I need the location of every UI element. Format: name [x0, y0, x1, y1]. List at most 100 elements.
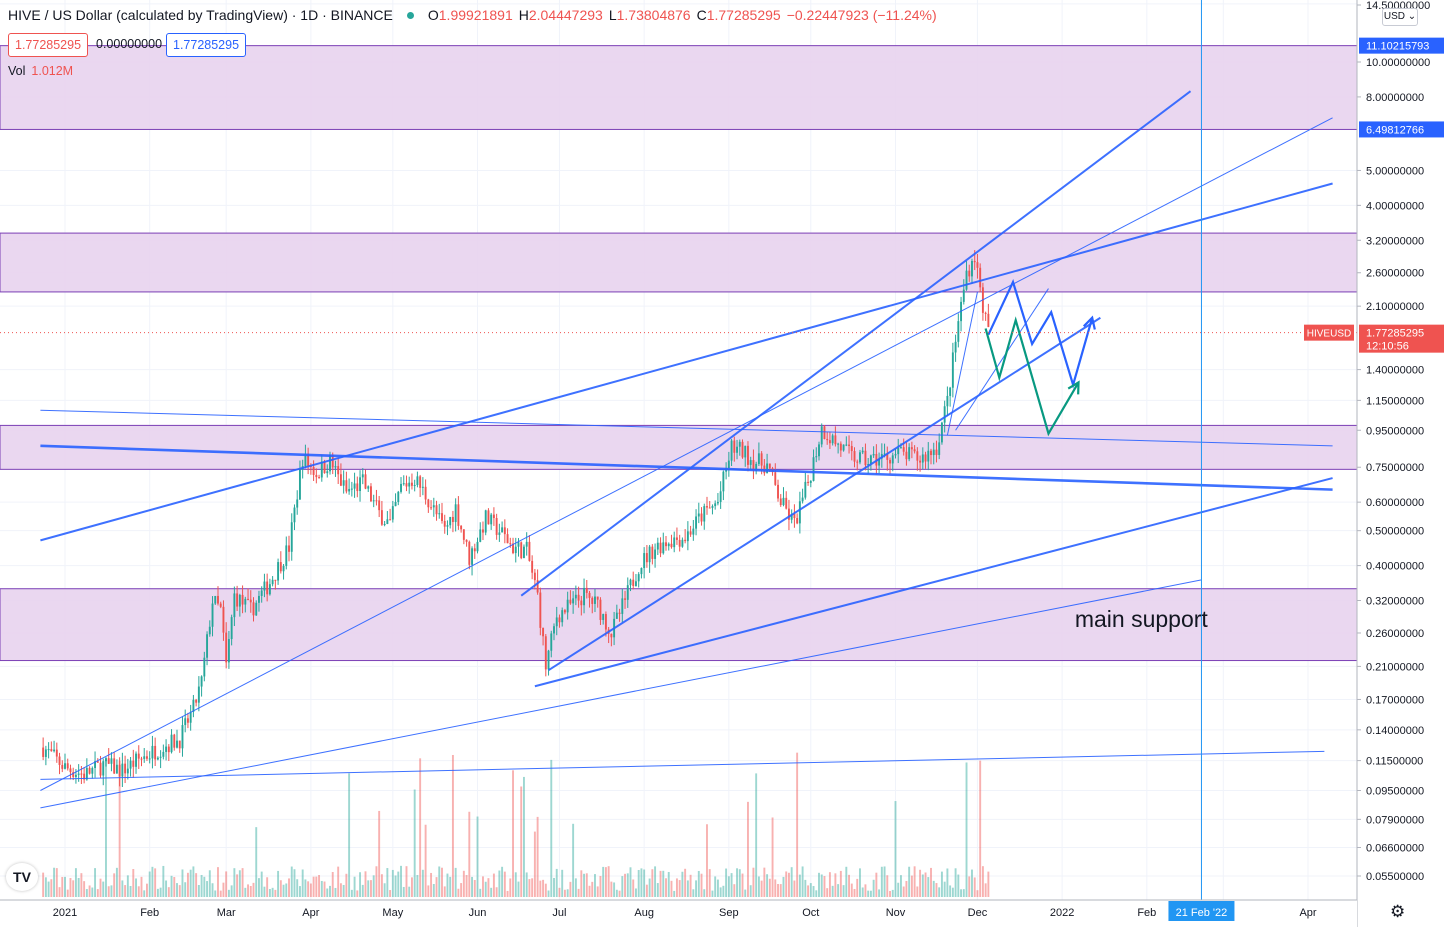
candle-body — [318, 477, 321, 479]
candle-body — [752, 460, 755, 471]
currency-select[interactable]: USD ⌄ — [1382, 8, 1418, 26]
candle-body — [435, 505, 438, 515]
candle-body — [654, 549, 657, 559]
candle-body — [973, 260, 976, 263]
candle-body — [749, 460, 752, 465]
volume-bar — [678, 880, 681, 897]
candle-body — [55, 749, 58, 757]
candle-body — [263, 581, 266, 591]
trend-line — [40, 182, 1333, 542]
symbol-title[interactable]: HIVE / US Dollar (calculated by TradingV… — [8, 7, 393, 23]
candle-body — [897, 447, 900, 455]
volume-bar — [897, 882, 900, 897]
projection-path-green — [984, 316, 1080, 437]
volume-bar — [102, 881, 105, 897]
buy-price-button[interactable]: 1.77285295 — [166, 33, 247, 57]
candle-body — [389, 519, 392, 521]
volume-bar — [675, 878, 678, 897]
candle-body — [143, 756, 146, 759]
volume-bar — [394, 875, 397, 897]
volume-bar — [145, 883, 148, 897]
candle-body — [487, 510, 490, 525]
candle-body — [859, 452, 861, 463]
candle-body — [113, 758, 116, 774]
price-tick-label: 0.05500000 — [1366, 871, 1424, 883]
candle-body — [345, 480, 348, 492]
candle-body — [927, 450, 930, 462]
candle-body — [588, 592, 591, 598]
candle-body — [129, 760, 132, 769]
candle-body — [479, 529, 482, 542]
volume-bar — [482, 876, 484, 897]
volume-bar — [591, 881, 594, 897]
candle-body — [637, 574, 640, 582]
volume-bar — [378, 810, 381, 897]
high-value: 2.04447293 — [528, 7, 603, 23]
candle-body — [495, 518, 498, 535]
candle-body — [596, 596, 599, 600]
volume-bar — [487, 878, 490, 897]
candle-body — [173, 734, 176, 748]
volume-bar — [301, 869, 304, 897]
volume-bar — [350, 889, 353, 897]
volume-bar — [55, 868, 58, 897]
volume-bar — [725, 868, 728, 897]
candle-body — [919, 460, 922, 463]
volume-bar — [599, 875, 602, 897]
tradingview-logo-icon[interactable]: TV — [6, 863, 38, 891]
volume-bar — [607, 866, 610, 897]
trend-line — [40, 444, 1333, 491]
candle-body — [211, 603, 214, 627]
volume-bar — [331, 872, 334, 897]
candle-body — [839, 443, 842, 451]
candle-body — [574, 594, 577, 599]
volume-bar — [528, 879, 531, 897]
candle-body — [599, 599, 602, 620]
volume-bar — [572, 823, 575, 897]
candle-body — [72, 772, 75, 777]
volume-bar — [965, 762, 968, 897]
candle-body — [779, 498, 782, 506]
candle-body — [252, 602, 255, 616]
candle-body — [525, 541, 528, 547]
volume-bar — [891, 889, 894, 897]
candle-body — [686, 531, 689, 542]
volume-bar — [659, 870, 662, 897]
volume-bar — [318, 875, 321, 897]
price-zone — [0, 424, 1358, 470]
gear-icon[interactable]: ⚙ — [1390, 902, 1406, 921]
candle-body — [624, 598, 626, 600]
volume-bar — [348, 773, 351, 897]
volume-bar — [176, 883, 178, 897]
volume-bar — [760, 880, 763, 897]
candle-body — [583, 587, 586, 606]
volume-bar — [468, 811, 471, 897]
candle-body — [804, 481, 807, 498]
candle-body — [279, 562, 282, 572]
candle-body — [910, 447, 913, 450]
candle-body — [962, 289, 965, 302]
volume-bar — [129, 885, 132, 897]
candle-body — [777, 484, 779, 499]
candle-body — [192, 699, 195, 712]
volume-bar — [744, 889, 747, 897]
candle-body — [790, 514, 793, 520]
price-tick-label: 4.00000000 — [1366, 200, 1424, 212]
projection-path-blue-arrowhead — [1082, 315, 1096, 330]
candle-body — [908, 447, 911, 460]
candle-body — [640, 568, 643, 575]
trend-line — [955, 288, 1049, 431]
sell-price-button[interactable]: 1.77285295 — [8, 33, 89, 57]
volume-bar — [951, 887, 954, 897]
volume-bar — [312, 876, 315, 897]
volume-bar — [692, 889, 695, 897]
candle-body — [110, 758, 113, 764]
volume-bar — [64, 876, 66, 897]
candle-body — [569, 599, 572, 604]
candle-body — [831, 435, 834, 444]
price-tick-label: 8.00000000 — [1366, 92, 1424, 104]
support-resistance-zones — [0, 45, 1358, 662]
candle-body — [326, 471, 329, 474]
volume-bar — [916, 886, 919, 897]
